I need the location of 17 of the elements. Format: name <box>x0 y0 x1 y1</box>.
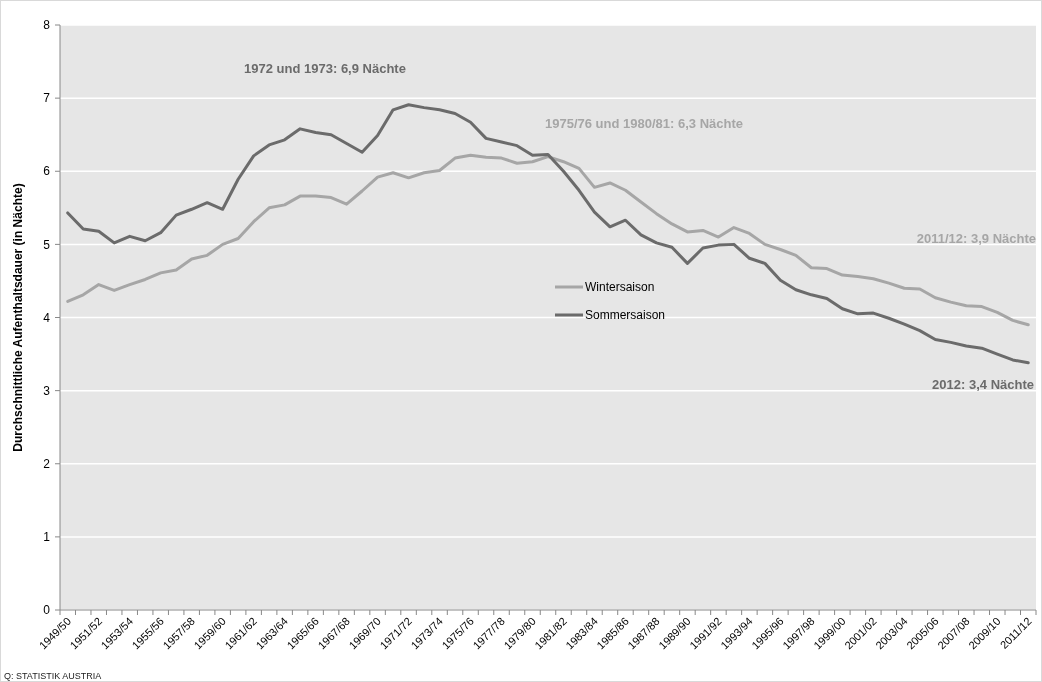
annotation: 1972 und 1973: 6,9 Nächte <box>244 60 406 76</box>
y-tick-label: 1 <box>43 530 51 545</box>
y-tick-label: 8 <box>43 18 51 33</box>
y-tick-label: 5 <box>43 237 51 252</box>
y-axis-title: Durchschnittliche Aufenthaltsdauer (in Nächte) <box>11 183 25 452</box>
legend-label: Wintersaison <box>585 280 655 295</box>
y-tick-label: 4 <box>43 310 51 325</box>
y-tick-label: 0 <box>43 603 51 618</box>
annotation: 1975/76 und 1980/81: 6,3 Nächte <box>545 115 744 131</box>
y-tick-label: 7 <box>43 91 51 106</box>
annotation: 2011/12: 3,9 Nächte <box>916 230 1036 246</box>
text: Q: STATISTIK AUSTRIA <box>4 671 102 682</box>
y-tick-label: 2 <box>43 456 51 471</box>
legend-label: Sommersaison <box>585 308 666 323</box>
y-tick-label: 3 <box>43 383 51 398</box>
annotation: 2012: 3,4 Nächte <box>932 376 1034 392</box>
y-tick-label: 6 <box>43 164 51 179</box>
